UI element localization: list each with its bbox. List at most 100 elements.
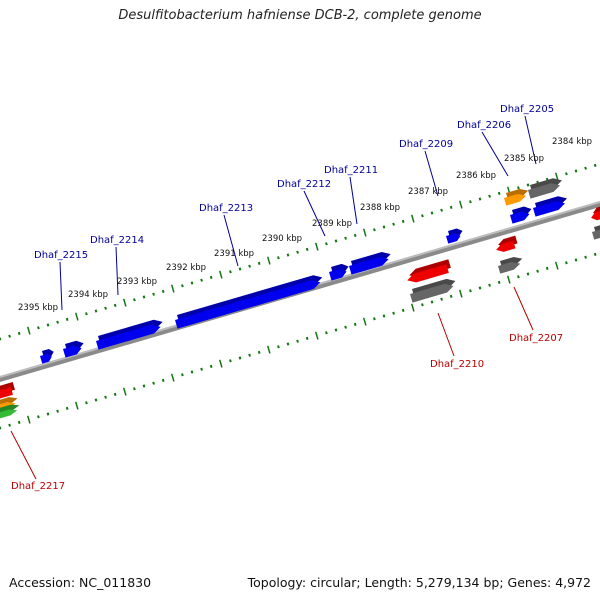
gene-dhaf-2213	[96, 319, 163, 350]
scale-tick	[554, 261, 559, 270]
gene-label-dhaf-2207: Dhaf_2207	[509, 333, 563, 344]
scale-tick	[401, 308, 405, 312]
gene-label-dhaf-2211: Dhaf_2211	[324, 165, 378, 176]
scale-tick	[56, 409, 59, 413]
gene-dhaf-2214	[63, 340, 84, 358]
scale-tick	[353, 233, 357, 237]
scale-tick	[526, 272, 530, 276]
scale-tick	[181, 373, 184, 377]
gene-arrow-body	[407, 264, 449, 283]
scale-tick	[17, 331, 21, 335]
scale-tick	[421, 214, 424, 218]
scale-tick	[113, 303, 117, 307]
leader-dhaf-2217	[10, 430, 37, 480]
scale-tick	[37, 326, 40, 330]
scale-tick	[104, 395, 107, 399]
scale-tick	[26, 326, 31, 335]
scale-tick	[238, 356, 242, 360]
gene-arrow-body	[349, 257, 389, 275]
scale-tick	[296, 250, 299, 254]
gene-gray-upper	[528, 178, 562, 199]
scale-tick	[545, 266, 549, 270]
scale-tick	[248, 264, 251, 268]
scale-tick	[334, 328, 338, 332]
scale-tick	[133, 298, 136, 302]
scale-tick	[469, 200, 472, 204]
scale-tick	[421, 303, 424, 307]
scale-tick	[170, 284, 175, 293]
gene-arrow-body	[504, 193, 527, 206]
leader-dhaf-2209	[424, 150, 439, 197]
scale-tick	[478, 286, 482, 290]
gene-label-dhaf-2209: Dhaf_2209	[399, 139, 453, 150]
scale-tick	[497, 191, 501, 195]
gene-arrow-body	[0, 409, 18, 419]
leader-dhaf-2213	[223, 214, 239, 267]
scale-tick	[373, 228, 376, 232]
scale-tick	[277, 345, 280, 349]
kbp-label: 2392 kbp	[166, 263, 206, 273]
scale-tick	[152, 292, 155, 296]
scale-tick	[266, 345, 271, 354]
kbp-label: 2393 kbp	[117, 277, 157, 287]
scale-tick	[161, 378, 165, 382]
scale-ticks-lower	[0, 252, 597, 430]
scale-tick	[37, 415, 40, 419]
accession-text: Accession: NC_011830	[9, 575, 152, 590]
scale-tick	[536, 269, 539, 273]
scale-tick	[314, 331, 319, 340]
scale-tick	[133, 387, 136, 391]
scale-tick	[392, 311, 395, 315]
gene-dhaf-2207	[496, 235, 518, 252]
map-title: Desulfitobacterium hafniense DCB-2, comp…	[118, 8, 482, 23]
scale-tick	[440, 297, 443, 301]
scale-tick	[449, 205, 453, 209]
scale-tick	[85, 312, 88, 316]
scale-tick	[65, 406, 69, 410]
scale-tick	[410, 214, 415, 223]
gene-dhaf-2212	[175, 275, 323, 329]
scale-tick	[56, 320, 59, 324]
scale-tick	[8, 423, 11, 427]
scale-tick	[554, 172, 559, 181]
leader-dhaf-2212	[303, 190, 326, 237]
gene-arrow-body	[592, 229, 600, 240]
scale-tick	[392, 222, 395, 226]
scale-tick	[382, 225, 386, 229]
scale-tick	[353, 322, 357, 326]
scale-tick	[161, 289, 165, 293]
scale-tick	[209, 364, 213, 368]
leader-dhaf-2207	[513, 286, 534, 331]
scale-tick	[362, 228, 367, 237]
gene-arrow-body	[63, 345, 82, 358]
scale-tick	[296, 339, 299, 343]
scale-tick	[190, 370, 194, 374]
scale-tick	[565, 261, 568, 265]
scale-tick	[238, 267, 242, 271]
kbp-label: 2387 kbp	[408, 187, 448, 197]
gene-dhaf-2205	[533, 196, 567, 217]
scale-tick	[209, 275, 213, 279]
scale-tick	[122, 387, 127, 396]
gene-dhaf-2209	[446, 228, 463, 244]
leader-dhaf-2214	[115, 246, 119, 296]
scale-tick	[430, 211, 434, 215]
scale-tick	[229, 270, 232, 274]
gene-arrow-body	[40, 353, 52, 364]
scale-tick	[17, 420, 21, 424]
scale-tick	[122, 298, 127, 307]
gene-arrow-body	[175, 280, 321, 329]
scale-tick	[94, 309, 98, 313]
gene-arrow-body	[96, 324, 161, 350]
scale-tick	[286, 342, 290, 346]
kbp-label: 2394 kbp	[68, 290, 108, 300]
kbp-label: 2395 kbp	[18, 303, 58, 313]
scale-tick	[344, 236, 347, 240]
scale-tick	[382, 314, 386, 318]
scale-tick	[334, 239, 338, 243]
gene-label-dhaf-2217: Dhaf_2217	[11, 481, 65, 492]
scale-tick	[449, 294, 453, 298]
scale-tick	[8, 334, 11, 338]
scale-tick	[410, 303, 415, 312]
